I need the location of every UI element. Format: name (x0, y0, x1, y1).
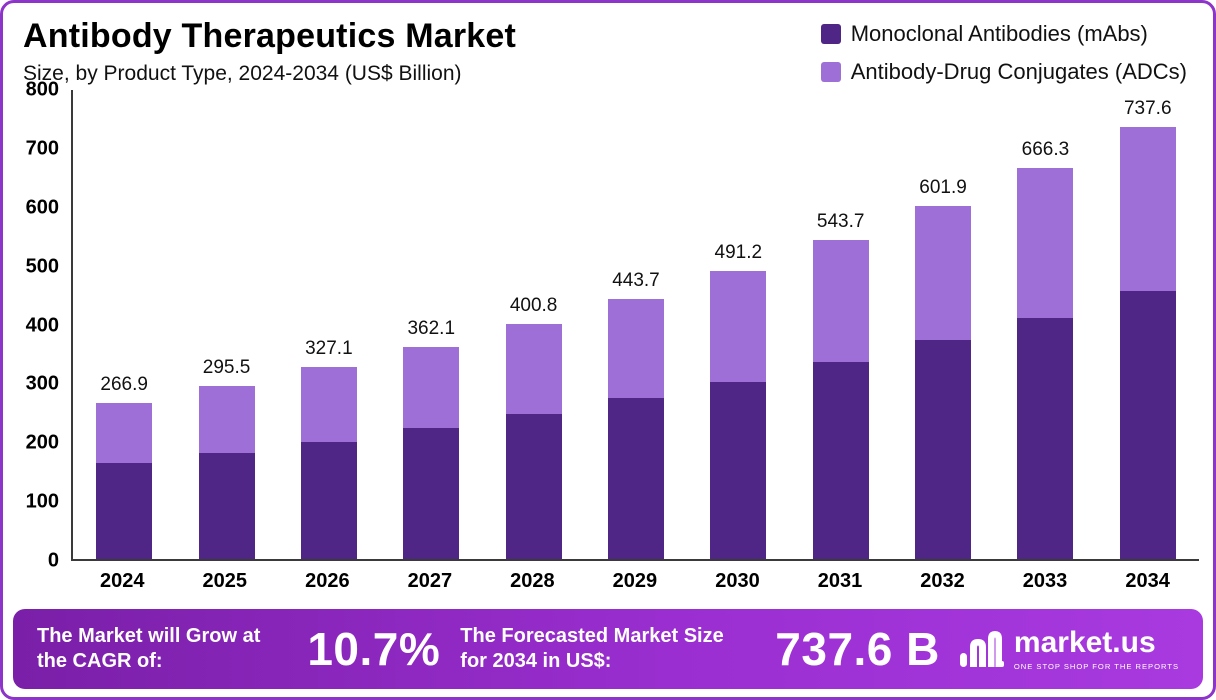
bar-segment-mabs (1119, 290, 1176, 559)
page-title: Antibody Therapeutics Market (23, 17, 517, 55)
bar-segment-mabs (1017, 317, 1074, 559)
x-axis-label: 2025 (202, 569, 248, 592)
bar-segment-adcs (710, 271, 767, 382)
bar-total-label: 491.2 (714, 242, 763, 264)
bar-total-label: 295.5 (202, 356, 251, 378)
y-axis-tick: 700 (25, 137, 59, 160)
x-axis: 2024 2025 2026 2027 2028 2029 2030 2031 2032 2033… (71, 561, 1199, 601)
bar-2026: 327.1 (278, 90, 380, 559)
x-axis-label: 2034 (1125, 569, 1170, 592)
bar-total-label: 601.9 (919, 177, 967, 199)
x-axis-label: 2027 (407, 569, 453, 592)
forecast-value: 737.6 B (775, 623, 940, 675)
bar-chart: 0 100 200 300 400 500 600 700 800 266.9 295.5 327.… (3, 79, 1213, 572)
y-axis-tick: 800 (25, 78, 59, 101)
y-axis-tick: 400 (25, 314, 59, 337)
bar-segment-mabs (710, 382, 767, 559)
bar-segment-mabs (403, 428, 460, 559)
bar-segment-adcs (1119, 126, 1176, 291)
bar-segment-adcs (1017, 168, 1074, 318)
x-axis-label: 2030 (715, 569, 760, 592)
bar-total-label: 400.8 (509, 295, 558, 317)
bar-total-label: 543.7 (816, 211, 865, 233)
bar-segment-mabs (607, 398, 664, 559)
bar-total-label: 737.6 (1123, 97, 1172, 119)
y-axis-tick: 0 (47, 549, 59, 572)
x-axis-label: 2028 (510, 569, 555, 592)
bar-2029: 443.7 (585, 90, 687, 559)
bar-segment-adcs (812, 240, 869, 363)
bar-segment-mabs (812, 362, 869, 559)
bar-2025: 295.5 (175, 90, 277, 559)
y-axis-tick: 300 (25, 372, 59, 395)
legend: Monoclonal Antibodies (mAbs) Antibody-Dr… (820, 17, 1187, 85)
logo-wordmark: market.us (1013, 625, 1156, 659)
bar-segment-mabs (96, 462, 153, 559)
x-axis-label: 2032 (920, 569, 965, 592)
bar-segment-mabs (198, 452, 255, 559)
bar-segment-mabs (915, 340, 972, 559)
title-block: Antibody Therapeutics Market Size, by Pr… (23, 17, 516, 86)
chart-header: Antibody Therapeutics Market Size, by Pr… (3, 11, 1213, 86)
bar-2034: 737.6 (1097, 90, 1199, 559)
bar-segment-adcs (198, 385, 255, 453)
bar-2031: 543.7 (790, 90, 892, 559)
x-axis-label: 2026 (305, 569, 350, 592)
y-axis: 0 100 200 300 400 500 600 700 800 (13, 79, 71, 572)
forecast-label: The Forecasted Market Size for 2034 in U… (460, 625, 724, 672)
bar-2028: 400.8 (482, 90, 584, 559)
y-axis-tick: 600 (25, 196, 59, 219)
marketus-logo: market.us ONE STOP SHOP FOR THE REPORTS (959, 625, 1179, 671)
plot-area: 266.9 295.5 327.1 362.1 400.8 443.7 491.2 543.7… (71, 90, 1199, 561)
legend-swatch-mabs-icon (820, 24, 841, 44)
logo-text-block: market.us ONE STOP SHOP FOR THE REPORTS (1013, 625, 1179, 671)
legend-label-adcs: Antibody-Drug Conjugates (ADCs) (850, 59, 1187, 84)
bar-total-label: 266.9 (100, 373, 148, 395)
bar-2030: 491.2 (687, 90, 789, 559)
bar-segment-adcs (505, 324, 562, 415)
marketus-logo-icon (959, 631, 1004, 667)
bar-total-label: 666.3 (1021, 139, 1070, 161)
bar-total-label: 443.7 (612, 269, 660, 291)
y-axis-tick: 100 (25, 490, 59, 513)
bar-2032: 601.9 (892, 90, 994, 559)
bar-segment-adcs (915, 206, 972, 341)
bar-2033: 666.3 (994, 90, 1096, 559)
cagr-value: 10.7% (307, 623, 441, 675)
x-axis-label: 2024 (100, 569, 145, 592)
legend-swatch-adcs-icon (820, 62, 841, 82)
page-subtitle: Size, by Product Type, 2024-2034 (US$ Bi… (23, 62, 462, 86)
bar-segment-adcs (607, 298, 664, 399)
y-axis-tick: 200 (25, 431, 59, 454)
bar-segment-mabs (505, 414, 562, 559)
x-axis-label: 2029 (612, 569, 658, 592)
bar-segment-adcs (96, 402, 153, 463)
footer-banner: The Market will Grow at the CAGR of: 10.… (13, 609, 1203, 689)
legend-label-mabs: Monoclonal Antibodies (mAbs) (850, 21, 1148, 46)
y-axis-tick: 500 (25, 255, 59, 278)
bar-segment-mabs (300, 441, 357, 559)
bar-segment-adcs (403, 346, 460, 429)
bar-segment-adcs (300, 367, 357, 442)
bar-2024: 266.9 (73, 90, 175, 559)
bar-total-label: 362.1 (407, 317, 456, 339)
bar-total-label: 327.1 (305, 338, 353, 360)
logo-tagline: ONE STOP SHOP FOR THE REPORTS (1013, 661, 1179, 671)
cagr-label: The Market will Grow at the CAGR of: (37, 625, 261, 672)
x-axis-label: 2033 (1022, 569, 1068, 592)
bar-2027: 362.1 (380, 90, 482, 559)
legend-item-mabs: Monoclonal Antibodies (mAbs) (820, 21, 1187, 47)
legend-item-adcs: Antibody-Drug Conjugates (ADCs) (820, 59, 1187, 85)
x-axis-label: 2031 (817, 569, 863, 592)
